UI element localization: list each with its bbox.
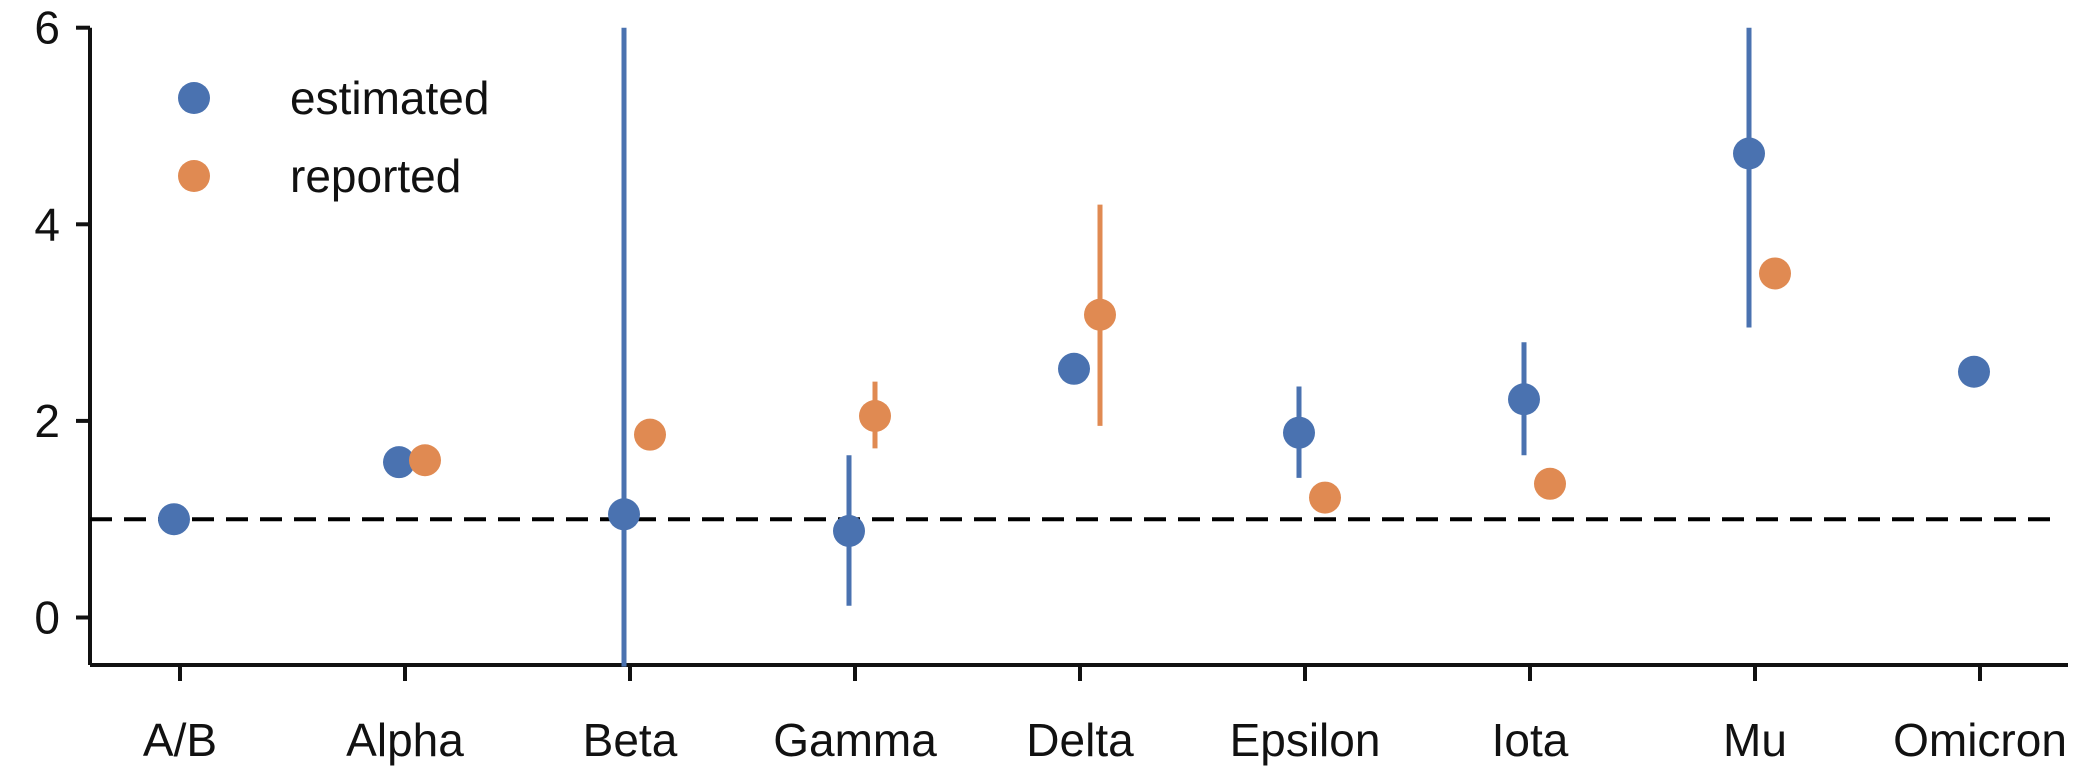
legend: estimated reported [178, 72, 489, 202]
data-point [1309, 481, 1341, 514]
data-point [634, 418, 666, 451]
legend-label: estimated [290, 72, 489, 124]
data-point [409, 444, 441, 477]
data-point [1508, 383, 1540, 416]
data-point [1958, 355, 1990, 388]
x-tick-label: Omicron [1893, 714, 2067, 766]
x-tick-label: Delta [1026, 714, 1134, 766]
data-point [1733, 137, 1765, 170]
x-tick-label: Mu [1723, 714, 1787, 766]
y-tick-label: 2 [34, 395, 60, 447]
legend-marker [178, 160, 210, 192]
x-tick-label: Epsilon [1230, 714, 1381, 766]
data-point [1058, 352, 1090, 385]
x-tick-label: Iota [1492, 714, 1569, 766]
x-tick-label: Beta [583, 714, 678, 766]
point-layer [158, 137, 1990, 547]
y-tick-label: 0 [34, 592, 60, 644]
y-tick-label: 6 [34, 2, 60, 54]
data-point [1283, 416, 1315, 449]
x-tick-label: Alpha [346, 714, 464, 766]
data-point [383, 446, 415, 479]
data-point [158, 503, 190, 536]
data-point [833, 514, 865, 547]
axes-layer: 0 2 4 6 A/B Alpha Beta Gamma Delta Epsilon Iota Mu O… [34, 2, 2068, 766]
data-point [1534, 467, 1566, 500]
data-point [859, 399, 891, 432]
error-bar-layer [621, 27, 1752, 667]
data-point [1084, 298, 1116, 331]
x-tick-label: Gamma [773, 714, 937, 766]
legend-marker [178, 82, 210, 114]
y-tick-label: 4 [34, 198, 60, 250]
x-tick-label: A/B [143, 714, 217, 766]
legend-label: reported [290, 150, 461, 202]
data-point [1759, 257, 1791, 290]
data-point [608, 498, 640, 531]
